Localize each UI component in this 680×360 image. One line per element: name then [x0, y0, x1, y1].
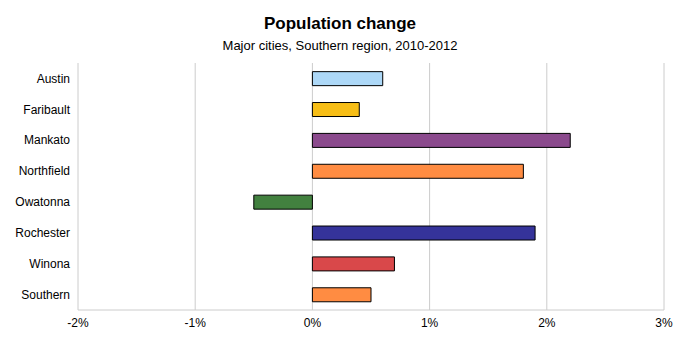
- svg-text:Owatonna: Owatonna: [15, 195, 70, 209]
- svg-text:3%: 3%: [655, 316, 672, 330]
- svg-text:-1%: -1%: [185, 316, 207, 330]
- svg-text:Rochester: Rochester: [15, 226, 70, 240]
- svg-text:Southern: Southern: [21, 288, 70, 302]
- svg-text:1%: 1%: [421, 316, 439, 330]
- svg-text:Austin: Austin: [37, 72, 70, 86]
- svg-text:Faribault: Faribault: [23, 103, 70, 117]
- svg-text:0%: 0%: [304, 316, 322, 330]
- svg-text:Northfield: Northfield: [19, 164, 70, 178]
- html-text:Major cities, Southern region,: Major cities, Southern region, 2010-2012: [222, 38, 458, 53]
- svg-text:-2%: -2%: [67, 316, 89, 330]
- svg-text:Winona: Winona: [29, 257, 70, 271]
- svg-text:2%: 2%: [538, 316, 556, 330]
- html-text:Population change: Population change: [264, 14, 416, 33]
- svg-text:Mankato: Mankato: [24, 133, 70, 147]
